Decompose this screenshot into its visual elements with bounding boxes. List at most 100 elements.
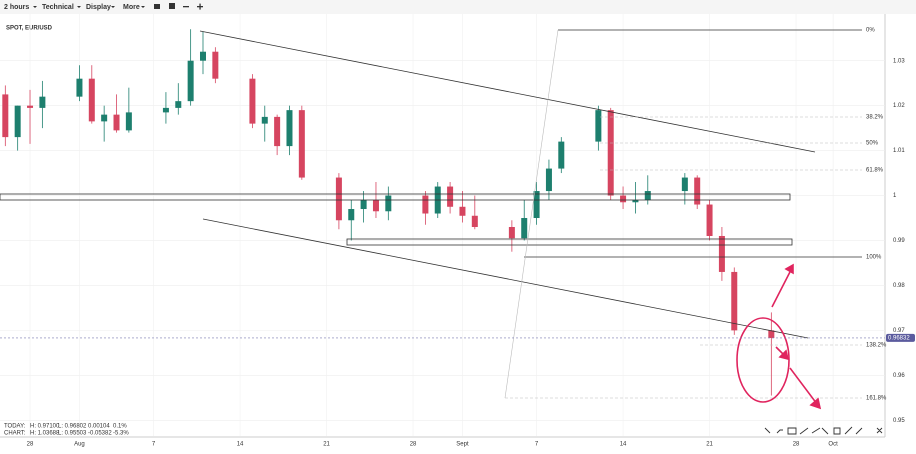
- x-tick-label: 21: [323, 442, 330, 448]
- fib-label: 138.2%: [866, 343, 887, 349]
- candle-body: [39, 96, 46, 108]
- y-tick-label: 0.97: [893, 328, 905, 334]
- menu-display[interactable]: Display: [86, 4, 111, 11]
- menu-interval[interactable]: 2 hours: [4, 4, 29, 11]
- candle-body: [644, 191, 651, 201]
- x-tick-label: Aug: [74, 442, 85, 448]
- y-tick-label: 0.95: [893, 418, 905, 424]
- candle-body: [372, 200, 379, 212]
- menu-more[interactable]: More: [123, 4, 140, 11]
- toolbar: [0, 0, 916, 14]
- candle-body: [88, 78, 95, 122]
- candle-body: [274, 116, 281, 147]
- drawings: [0, 29, 862, 399]
- x-tick-label: 14: [237, 442, 244, 448]
- candle-body: [101, 114, 108, 122]
- y-tick-label: 0.99: [893, 238, 905, 244]
- fib-label: 161.8%: [866, 396, 887, 402]
- info-panel: TODAY: H: 0.97100 L: 0.96802 0.00104 0.1…: [4, 424, 129, 437]
- candle-body: [348, 209, 355, 221]
- candle-body: [113, 114, 120, 131]
- candle-body: [335, 177, 342, 221]
- x-tick-label: Sept: [456, 442, 469, 448]
- candle-body: [162, 107, 169, 113]
- candle-body: [545, 168, 552, 192]
- info-low: L: 0.95503: [58, 431, 87, 437]
- candle-body: [447, 186, 454, 207]
- candle-body: [175, 101, 182, 108]
- candle-body: [298, 110, 305, 178]
- fib-label: 0%: [866, 28, 875, 34]
- info-low: L: 0.96802: [58, 424, 87, 430]
- info-change: -0.05382: [88, 431, 112, 437]
- x-tick-label: 7: [152, 442, 156, 448]
- x-tick-label: Oct: [828, 442, 838, 448]
- toolbar-icons[interactable]: [33, 3, 203, 10]
- current-price: 0.96832: [0, 333, 915, 342]
- y-tick-label: 0.96: [893, 373, 905, 379]
- candles: [2, 29, 775, 396]
- candle-body: [187, 60, 194, 102]
- chart-title: SPOT, EUR/USD: [6, 26, 53, 32]
- candle-body: [125, 112, 132, 131]
- candle-body: [607, 110, 614, 196]
- candle-body: [261, 116, 268, 124]
- candle-body: [521, 218, 528, 239]
- candle-body: [14, 105, 21, 138]
- candle-body: [508, 227, 515, 239]
- x-tick-label: 28: [27, 442, 34, 448]
- y-tick-label: 1.03: [893, 58, 905, 64]
- annotations: [736, 263, 822, 410]
- candle-body: [360, 200, 367, 210]
- candle-body: [620, 195, 627, 203]
- y-tick-label: 1: [893, 193, 897, 199]
- candle-body: [199, 51, 206, 61]
- candle-body: [731, 271, 738, 331]
- candle-body: [212, 51, 219, 79]
- price-label: 0.96832: [888, 336, 910, 342]
- x-tick-label: 28: [410, 442, 417, 448]
- menu-technical[interactable]: Technical: [42, 4, 74, 11]
- candle-body: [385, 195, 392, 212]
- candle-body: [558, 141, 565, 169]
- y-tick-label: 1.01: [893, 148, 905, 154]
- grid: [0, 14, 885, 436]
- info-change-pct: 0.1%: [113, 424, 127, 430]
- candle-body: [249, 78, 256, 124]
- x-tick-label: 7: [535, 442, 539, 448]
- y-tick-label: 1.02: [893, 103, 905, 109]
- x-tick-label: 21: [706, 442, 713, 448]
- info-high: H: 0.97100: [30, 424, 60, 430]
- fib-label: 50%: [866, 141, 879, 147]
- price-badge: [886, 333, 915, 342]
- candle-body: [533, 191, 540, 219]
- candle-body: [76, 78, 83, 97]
- x-tick-label: 28: [793, 442, 800, 448]
- info-label: TODAY:: [4, 424, 26, 430]
- fib-label: 100%: [866, 255, 882, 261]
- fib-label: 38.2%: [866, 115, 884, 121]
- candle-body: [681, 177, 688, 192]
- x-tick-label: 14: [620, 442, 627, 448]
- candle-body: [595, 110, 602, 142]
- candle-body: [718, 235, 725, 272]
- candle-body: [768, 330, 775, 339]
- candle-body: [2, 94, 9, 138]
- candle-body: [27, 105, 34, 108]
- fib-label: 61.8%: [866, 168, 884, 174]
- info-change-pct: -5.3%: [113, 431, 129, 437]
- candle-body: [286, 110, 293, 147]
- drawing-tools[interactable]: [764, 426, 883, 435]
- y-tick-label: 0.98: [893, 283, 905, 289]
- info-change: 0.00104: [88, 424, 110, 430]
- candle-body: [422, 195, 429, 214]
- candle-body: [459, 206, 466, 216]
- info-label: CHART:: [4, 431, 26, 437]
- candle-body: [632, 200, 639, 203]
- candle-body: [471, 215, 478, 227]
- candle-body: [706, 204, 713, 236]
- candle-body: [694, 177, 701, 205]
- info-high: H: 1.03688: [30, 431, 60, 437]
